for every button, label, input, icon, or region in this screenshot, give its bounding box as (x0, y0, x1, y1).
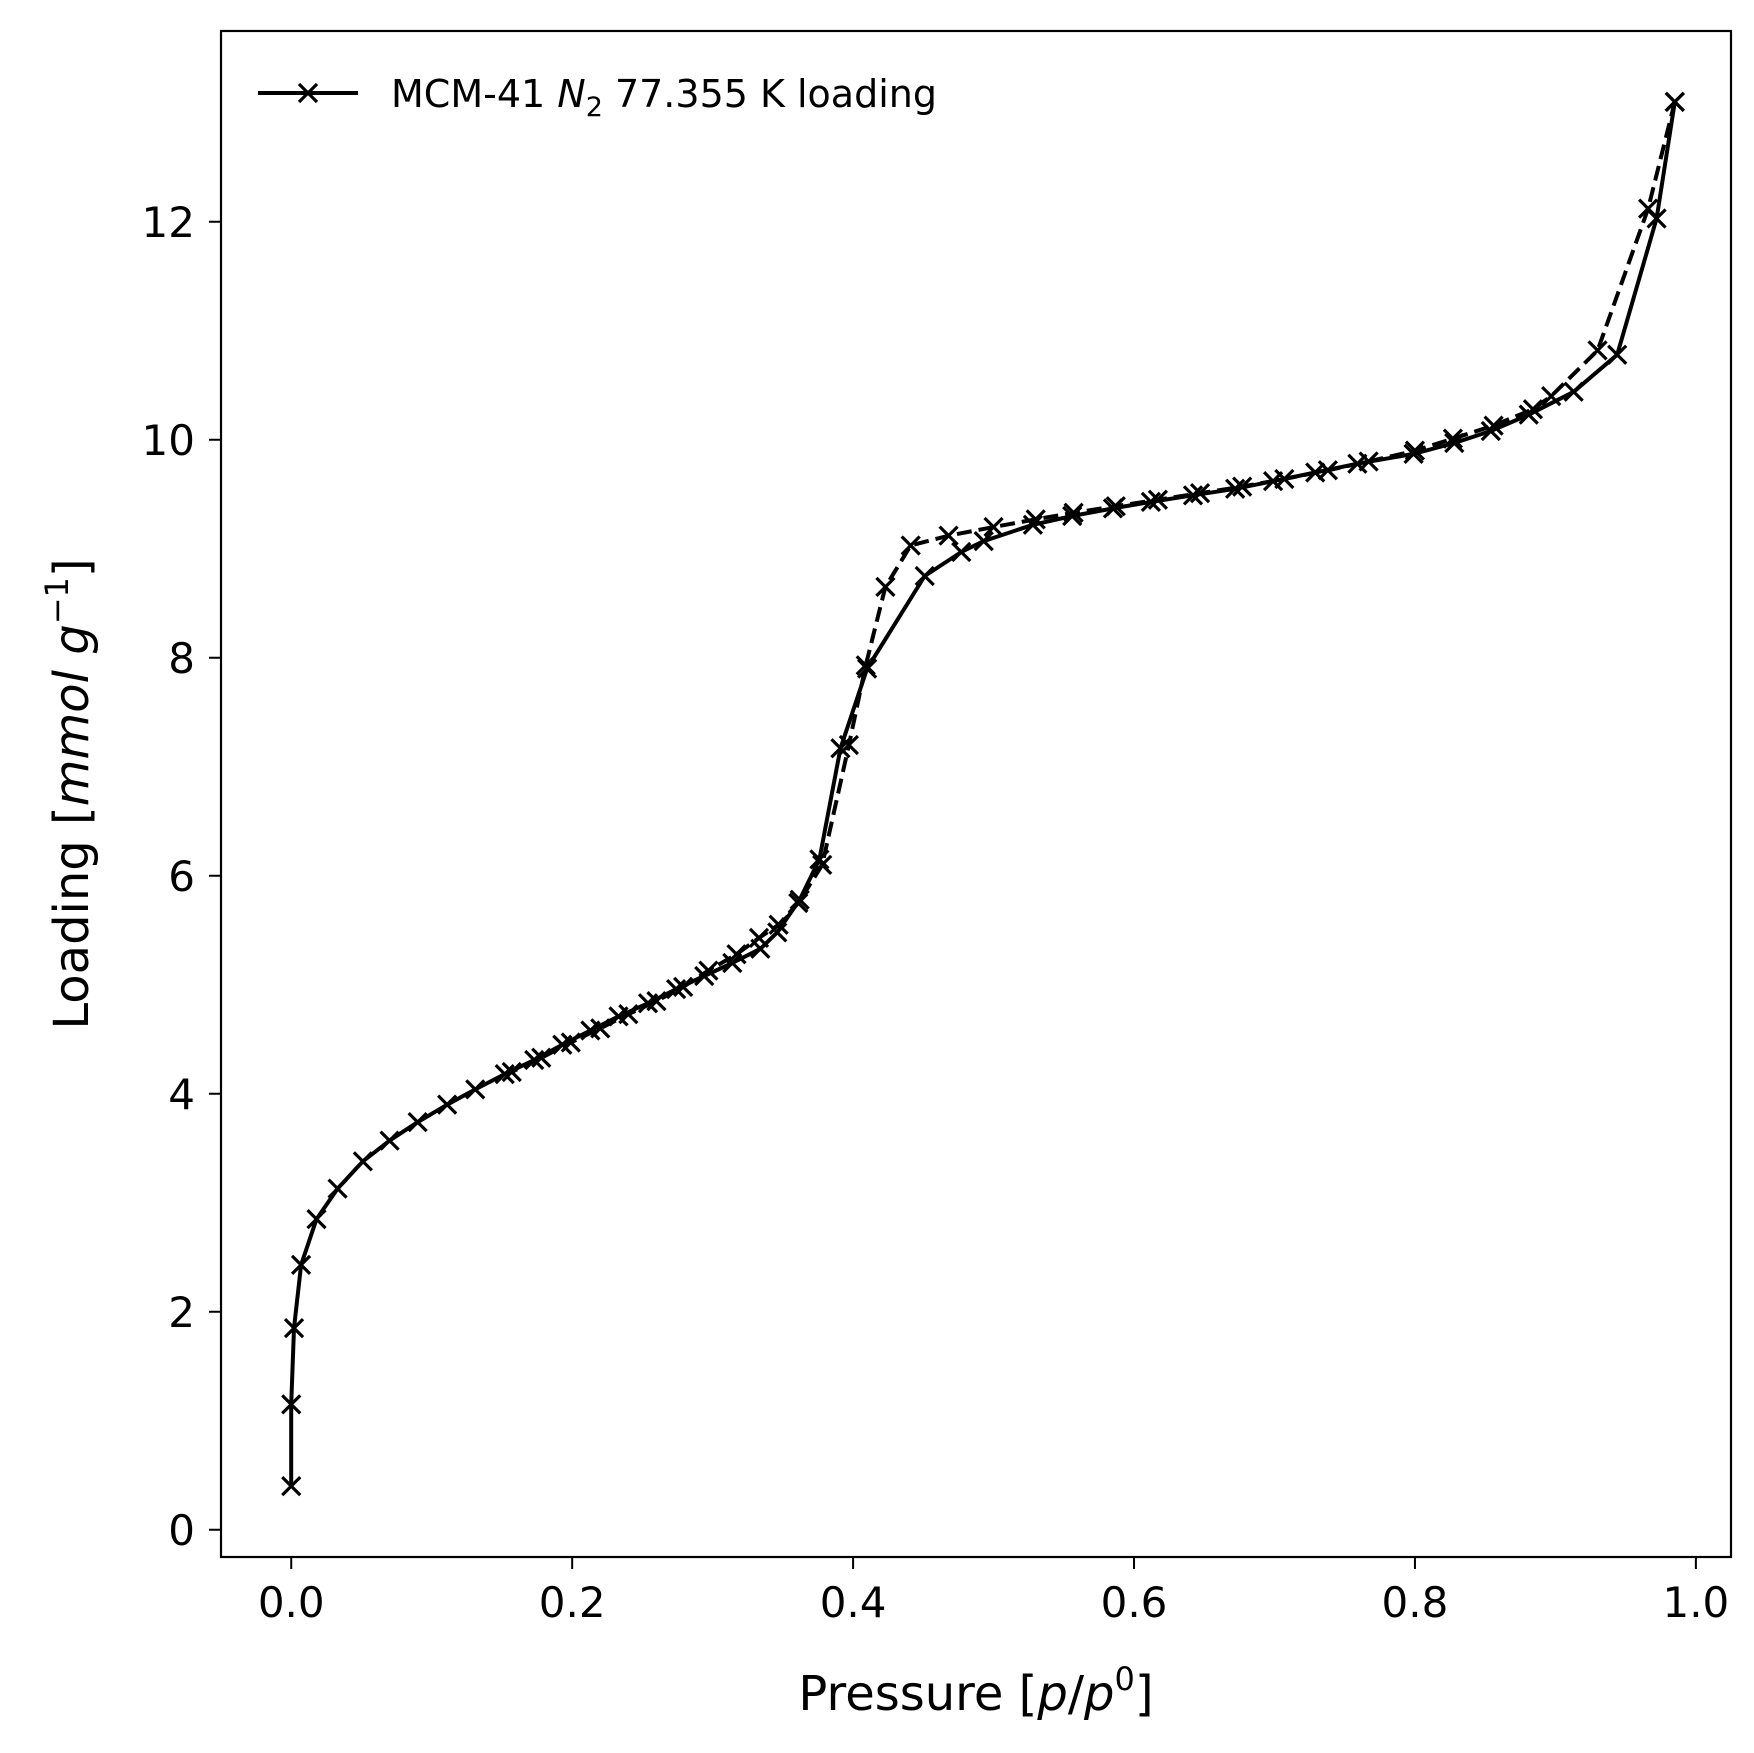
data-point-desorption (1358, 451, 1379, 472)
data-point-desorption (1483, 415, 1504, 436)
data-point-adsorption (809, 849, 830, 870)
y-axis-ticks: 0 2 4 6 8 10 12 (142, 198, 221, 1555)
data-point-adsorption (767, 922, 788, 943)
axes-frame (219, 29, 1733, 1559)
data-point-desorption (1063, 502, 1084, 523)
data-point-adsorption (665, 978, 687, 1000)
y-tick-label: 4 (168, 1070, 195, 1119)
data-point-desorption (812, 854, 833, 875)
data-point-adsorption (327, 1178, 348, 1199)
data-point-desorption (1232, 476, 1253, 497)
data-point-desorption (1274, 468, 1295, 490)
data-point-adsorption (1563, 381, 1584, 402)
y-tick-label: 10 (142, 416, 195, 465)
data-point-adsorption (437, 1094, 458, 1115)
x-tick-label: 0.4 (820, 1578, 887, 1627)
data-point-desorption (531, 1047, 552, 1068)
data-point-desorption (1404, 440, 1426, 461)
data-point-adsorption (306, 1208, 327, 1230)
data-point-desorption (748, 927, 770, 949)
series-line-desorption (510, 101, 1677, 1074)
data-point-desorption (983, 516, 1004, 538)
data-point-adsorption (283, 1317, 305, 1339)
data-point-adsorption (951, 541, 972, 563)
data-point-desorption (838, 734, 860, 756)
data-point-desorption (501, 1061, 522, 1083)
data-point-desorption (1189, 483, 1211, 504)
legend: MCM-41 N2 77.355 K loading (258, 72, 937, 123)
data-point-desorption (1025, 509, 1046, 530)
data-point-desorption (560, 1032, 581, 1053)
data-point-adsorption (281, 1476, 302, 1497)
data-point-adsorption (407, 1111, 428, 1133)
x-tick-label: 0.2 (539, 1578, 606, 1627)
data-point-desorption (855, 655, 876, 676)
data-point-adsorption (379, 1130, 400, 1151)
y-axis-label: Loading [mmol g−1] (38, 558, 100, 1029)
data-point-desorption (1664, 91, 1685, 112)
plot-area (281, 91, 1685, 1497)
data-point-adsorption (914, 565, 935, 587)
data-point-adsorption (465, 1079, 486, 1100)
data-point-desorption (1541, 386, 1562, 407)
data-point-adsorption (1480, 420, 1501, 442)
data-point-desorption (1317, 460, 1339, 481)
data-point-desorption (726, 944, 747, 965)
data-point-desorption (1442, 428, 1464, 449)
data-point-adsorption (290, 1254, 312, 1276)
y-tick-label: 6 (168, 852, 195, 901)
data-point-desorption (1637, 198, 1659, 219)
y-tick-label: 12 (142, 198, 195, 247)
data-point-adsorption (524, 1049, 545, 1071)
data-point-adsorption (281, 1394, 302, 1415)
x-tick-label: 0.0 (258, 1578, 325, 1627)
y-tick-label: 2 (168, 1288, 195, 1337)
data-point-desorption (672, 976, 694, 998)
legend-marker-x (297, 82, 319, 104)
data-point-desorption (646, 990, 667, 1012)
data-point-adsorption (1607, 344, 1628, 365)
data-point-adsorption (973, 530, 994, 552)
data-point-adsorption (1140, 491, 1162, 513)
x-tick-label: 0.8 (1382, 1578, 1449, 1627)
series-line-adsorption (289, 101, 1677, 1487)
x-tick-label: 0.6 (1101, 1578, 1168, 1627)
data-point-desorption (698, 960, 719, 981)
legend-label: MCM-41 N2 77.355 K loading (391, 72, 937, 123)
data-point-desorption (1522, 399, 1544, 420)
data-point-adsorption (1225, 478, 1246, 499)
data-point-desorption (1105, 496, 1126, 517)
y-tick-label: 0 (168, 1506, 195, 1555)
data-point-adsorption (1022, 514, 1044, 535)
data-point-adsorption (494, 1063, 515, 1085)
data-point-adsorption (352, 1151, 374, 1172)
y-tick-label: 8 (168, 634, 195, 683)
data-point-desorption (768, 914, 789, 935)
data-point-desorption (938, 525, 959, 546)
data-point-desorption (875, 576, 896, 598)
data-point-desorption (590, 1018, 611, 1039)
data-point-desorption (788, 892, 809, 914)
data-point-desorption (1587, 340, 1608, 361)
data-point-desorption (618, 1004, 639, 1025)
x-tick-label: 1.0 (1662, 1578, 1729, 1627)
x-axis-label: Pressure [p/p0] (798, 1660, 1153, 1722)
x-axis-ticks: 0.0 0.2 0.4 0.6 0.8 1.0 (258, 1557, 1729, 1627)
data-point-adsorption (1444, 432, 1465, 454)
data-point-desorption (900, 535, 921, 556)
data-point-desorption (1147, 489, 1169, 510)
data-point-adsorption (1182, 485, 1204, 506)
